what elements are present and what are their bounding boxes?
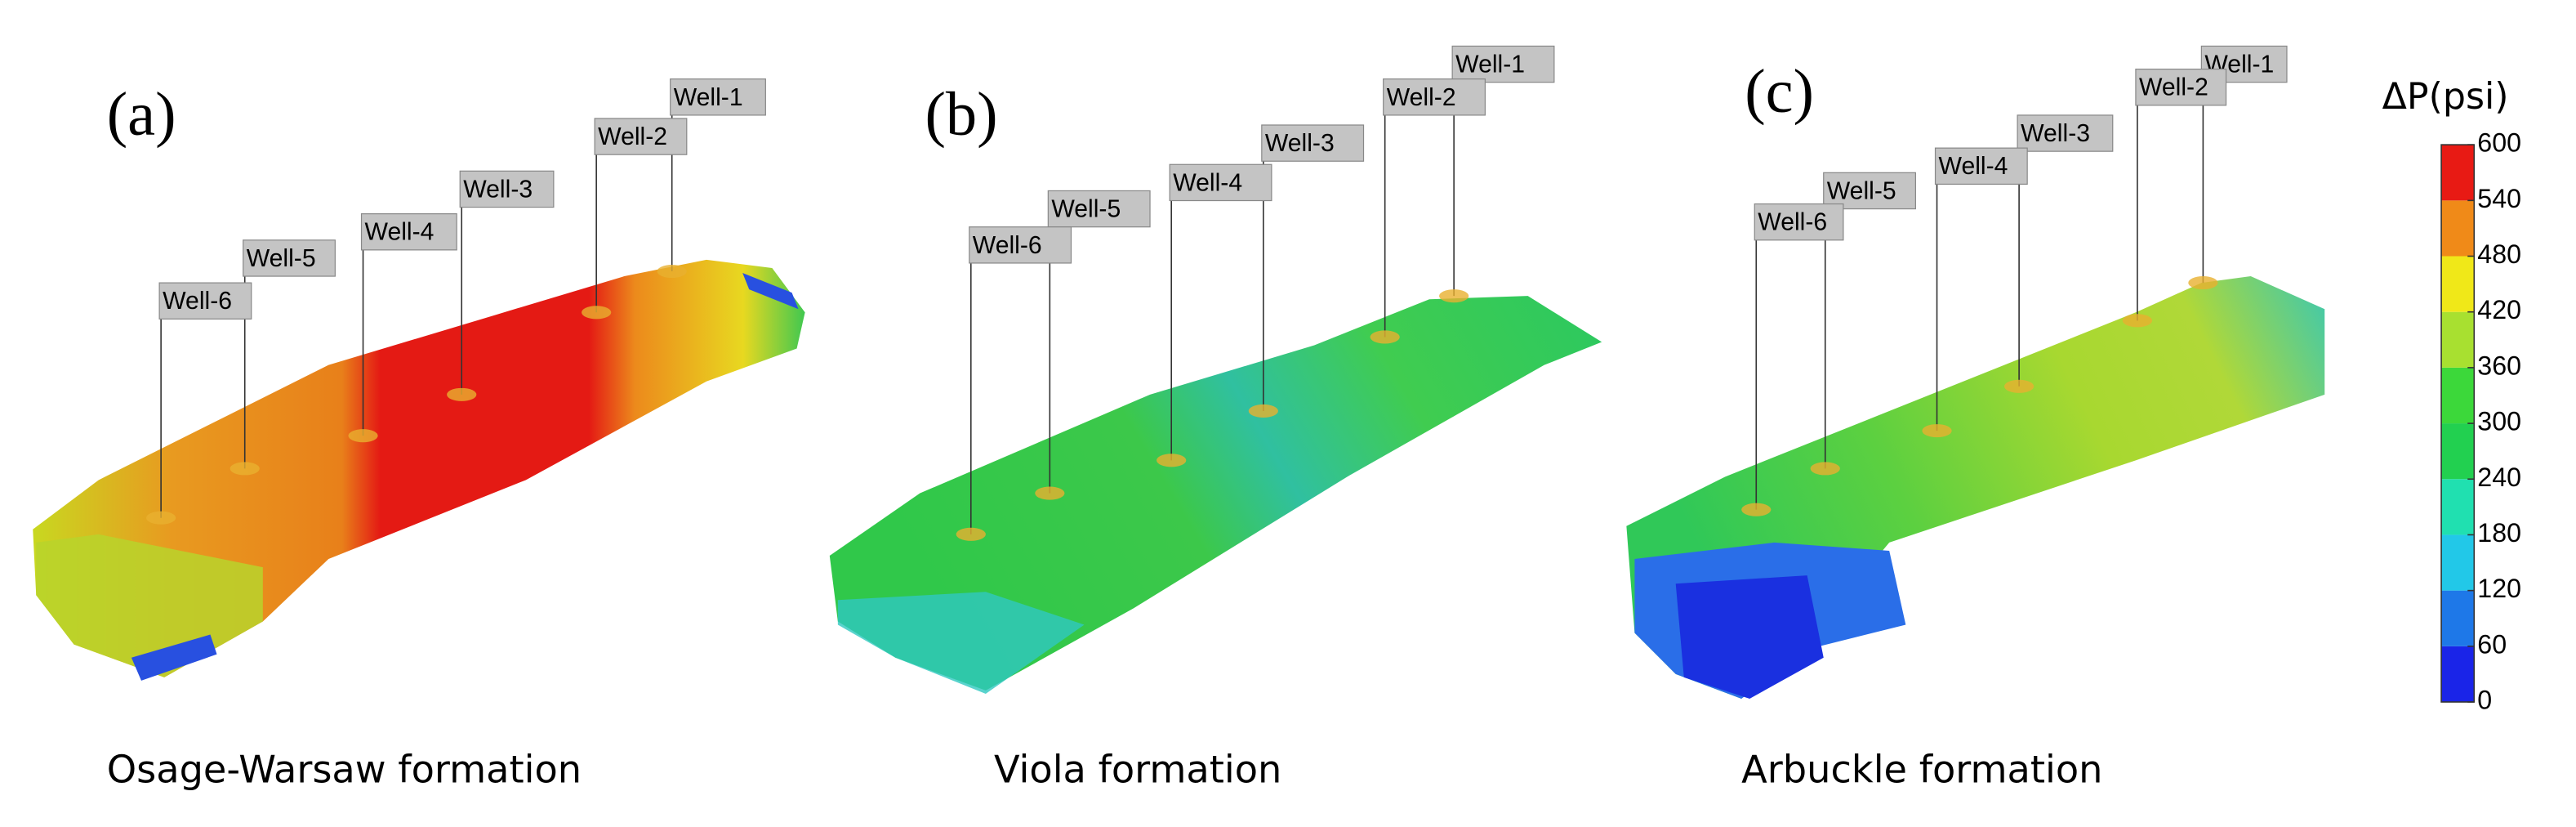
colorbar-segment	[2441, 534, 2475, 591]
well-label-box	[1383, 78, 1486, 116]
panel-caption: Arbuckle formation	[1741, 748, 2102, 792]
panel-label: (a)	[107, 79, 176, 149]
well-marker	[1922, 424, 1952, 438]
well-label: Well-2	[2139, 74, 2208, 101]
well-label: Well-4	[1939, 153, 2008, 180]
colorbar-tick-label: 0	[2477, 686, 2492, 715]
colorbar-tick-label: 240	[2477, 463, 2521, 492]
well-label: Well-3	[2021, 120, 2090, 147]
formation-edge	[131, 634, 217, 681]
well-label: Well-1	[1455, 51, 1525, 78]
well-label: Well-5	[1051, 196, 1121, 223]
well-label: Well-6	[1758, 209, 1827, 236]
formation-edge	[742, 273, 799, 310]
well-label-box	[1451, 45, 1555, 83]
well-label-box	[1823, 172, 1916, 210]
well-marker	[146, 511, 176, 525]
colorbar-tick-label: 480	[2477, 239, 2521, 269]
well-marker	[2122, 314, 2153, 328]
well-label-box	[2135, 68, 2227, 106]
colorbar-tick-label: 360	[2477, 351, 2521, 380]
colorbar-tick-label: 300	[2477, 407, 2521, 436]
well-marker	[657, 264, 687, 279]
colorbar-segment	[2441, 479, 2475, 535]
colorbar-segment	[2441, 256, 2475, 312]
colorbar-tick-label: 180	[2477, 518, 2521, 548]
well-label: Well-4	[1173, 169, 1242, 196]
colorbar-segment	[2441, 311, 2475, 368]
colorbar-segment	[2441, 423, 2475, 480]
well-label-box	[1261, 124, 1365, 162]
well-label: Well-5	[247, 245, 316, 272]
well-label: Well-2	[598, 123, 667, 150]
colorbar-tick-label: 120	[2477, 574, 2521, 603]
well-marker	[2004, 379, 2035, 393]
colorbar-tick-label: 540	[2477, 184, 2521, 213]
well-label: Well-3	[463, 176, 533, 203]
well-marker	[2188, 276, 2218, 290]
well-label-box	[969, 226, 1072, 264]
well-label: Well-6	[973, 232, 1042, 259]
well-marker	[348, 429, 378, 443]
well-label: Well-2	[1387, 84, 1456, 111]
well-marker	[582, 306, 612, 320]
well-marker	[230, 462, 260, 476]
colorbar-title: ΔP(psi)	[2382, 76, 2509, 118]
formation-surface	[829, 296, 1602, 691]
well-label-box	[594, 118, 688, 155]
well-label: Well-4	[365, 219, 435, 246]
well-label: Well-5	[1827, 177, 1896, 204]
well-label: Well-6	[163, 288, 232, 315]
colorbar-segment	[2441, 590, 2475, 646]
panel-label: (c)	[1745, 56, 1814, 126]
panel-caption: Viola formation	[994, 748, 1281, 792]
colorbar-segment	[2441, 200, 2475, 257]
well-label-box	[1754, 203, 1844, 241]
well-label-box	[459, 170, 555, 208]
well-marker	[1439, 289, 1469, 303]
well-label-box	[158, 282, 252, 320]
well-label-box	[1169, 163, 1272, 202]
panel-label: (b)	[925, 79, 997, 149]
colorbar-tick-label: 420	[2477, 295, 2521, 324]
formation-front	[837, 592, 1085, 694]
panel-caption: Osage-Warsaw formation	[107, 748, 582, 792]
well-label: Well-1	[674, 84, 743, 111]
well-marker	[1248, 404, 1278, 418]
well-label-box	[2017, 114, 2114, 152]
colorbar-segment	[2441, 145, 2475, 201]
well-marker	[1810, 462, 1840, 476]
colorbar-segment	[2441, 367, 2475, 424]
well-marker	[1741, 503, 1772, 516]
well-label-box	[243, 239, 336, 277]
formation-front	[1675, 575, 1824, 699]
well-marker	[1035, 486, 1065, 500]
colorbar-segment	[2441, 646, 2475, 703]
well-label-box	[670, 78, 766, 116]
well-marker	[1157, 454, 1187, 467]
well-marker	[1370, 330, 1400, 344]
colorbar-tick-label: 60	[2477, 629, 2507, 659]
well-marker	[447, 387, 477, 401]
well-marker	[956, 527, 986, 541]
well-label-box	[1047, 190, 1151, 228]
well-label-box	[360, 213, 457, 251]
well-label-box	[1934, 147, 2028, 186]
colorbar-tick-label: 600	[2477, 128, 2521, 158]
well-label: Well-3	[1265, 130, 1335, 157]
